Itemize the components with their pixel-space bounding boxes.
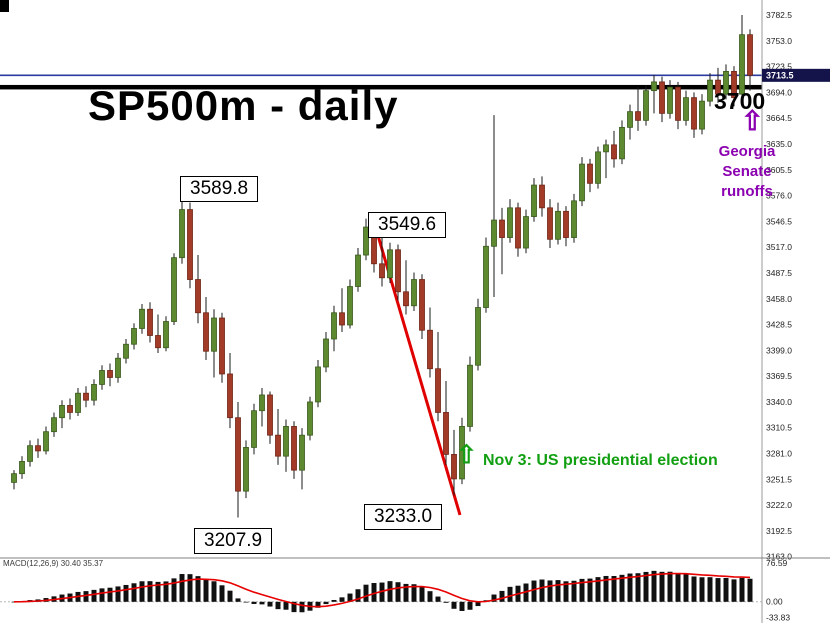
svg-text:0.00: 0.00 [766, 597, 783, 607]
current-price-tag [762, 68, 830, 82]
corner-mark [0, 0, 9, 12]
svg-text:3517.0: 3517.0 [766, 242, 792, 252]
svg-text:3487.5: 3487.5 [766, 268, 792, 278]
up-arrow-icon: ⇧ [456, 441, 477, 469]
svg-text:3782.5: 3782.5 [766, 10, 792, 20]
price-annotation-3207: 3207.9 [194, 528, 273, 554]
candles-layer [11, 15, 753, 518]
price-annotation-3233: 3233.0 [364, 504, 443, 530]
macd-indicator-label: MACD(12,26,9) 30.40 35.37 [3, 559, 104, 568]
svg-text:3546.5: 3546.5 [766, 216, 792, 226]
macd-signal-line [13, 572, 751, 608]
svg-text:3753.0: 3753.0 [766, 36, 792, 46]
price-annotation-3549: 3549.6 [368, 212, 447, 238]
svg-text:3310.5: 3310.5 [766, 423, 792, 433]
svg-text:3576.0: 3576.0 [766, 191, 792, 201]
svg-text:3281.0: 3281.0 [766, 449, 792, 459]
trend-line[interactable] [372, 221, 462, 516]
macd-panel [0, 570, 762, 613]
up-arrow-icon: ⇧ [741, 106, 764, 136]
level-annotation-3700: 3700 [714, 88, 766, 114]
level-line-3700 [0, 84, 762, 90]
svg-text:3428.5: 3428.5 [766, 320, 792, 330]
svg-text:-33.83: -33.83 [766, 613, 790, 623]
svg-text:3605.5: 3605.5 [766, 165, 792, 175]
nov3-election-note: Nov 3: US presidential election [483, 452, 718, 469]
svg-text:3192.5: 3192.5 [766, 526, 792, 536]
svg-text:3369.5: 3369.5 [766, 371, 792, 381]
price-axis[interactable]: 3782.5 3753.0 3723.5 3694.0 3664.5 3635.0 3605… [766, 10, 792, 562]
georgia-senate-runoffs-note: Georgia Senate runoffs [718, 143, 776, 200]
macd-axis[interactable]: 76.59 0.00 -33.83 [766, 558, 790, 623]
svg-text:3723.5: 3723.5 [766, 62, 792, 72]
svg-text:76.59: 76.59 [766, 558, 788, 568]
svg-text:3222.0: 3222.0 [766, 500, 792, 510]
svg-text:3399.0: 3399.0 [766, 345, 792, 355]
svg-text:3163.0: 3163.0 [766, 552, 792, 562]
svg-text:3694.0: 3694.0 [766, 87, 792, 97]
svg-text:3340.0: 3340.0 [766, 397, 792, 407]
chart-title: SP500m - daily [88, 82, 399, 129]
price-annotation-3589: 3589.8 [180, 176, 259, 202]
svg-text:3713.5: 3713.5 [766, 71, 794, 81]
svg-text:3458.0: 3458.0 [766, 294, 792, 304]
svg-text:3664.5: 3664.5 [766, 113, 792, 123]
svg-text:3635.0: 3635.0 [766, 139, 792, 149]
svg-text:3251.5: 3251.5 [766, 474, 792, 484]
price-axis-background [762, 0, 830, 623]
